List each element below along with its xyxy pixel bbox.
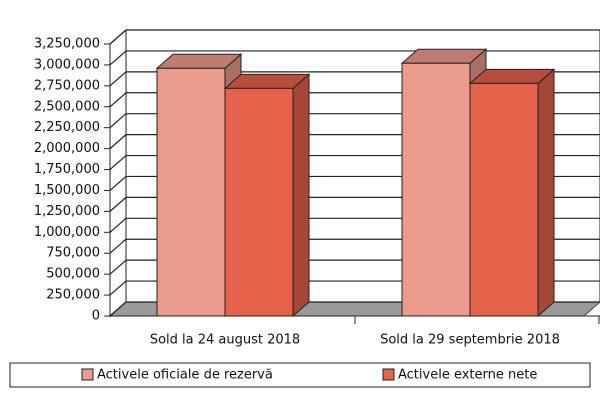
grid-line [109, 155, 127, 170]
y-tick-label: 3,250,000 [34, 37, 100, 52]
y-tick-label: 2,250,000 [34, 120, 100, 135]
y-tick-label: 1,000,000 [34, 225, 100, 240]
grid-line [109, 217, 127, 233]
y-tick-label: 2,500,000 [34, 99, 100, 114]
legend-label: Activele oficiale de rezervă [97, 368, 273, 383]
legend-swatch [382, 368, 395, 381]
legend-label: Activele externe nete [398, 368, 537, 383]
bar-side [537, 68, 555, 318]
bar [469, 82, 539, 317]
grid-line [109, 301, 127, 317]
y-tick-label: 250,000 [46, 288, 100, 303]
grid-line [109, 280, 127, 296]
left-wall [109, 28, 127, 318]
y-tick-label: 500,000 [46, 267, 100, 282]
grid-line [109, 176, 127, 191]
grid-line [109, 259, 127, 275]
bar-side [292, 73, 310, 318]
bar [401, 62, 471, 317]
y-tick-label: 1,500,000 [34, 183, 100, 198]
grid-line [109, 238, 127, 254]
y-tick-label: 3,000,000 [34, 57, 100, 72]
grid-line [109, 92, 127, 108]
x-tick-label: Sold la 24 august 2018 [150, 333, 300, 348]
grid-line [109, 29, 127, 45]
y-tick-label: 1,250,000 [34, 204, 100, 219]
legend-frame [9, 362, 591, 388]
grid-line [109, 50, 127, 66]
y-tick-label: 0 [92, 309, 100, 324]
grid-line [109, 71, 127, 87]
grid-line [109, 196, 127, 212]
y-tick-label: 2,750,000 [34, 78, 100, 93]
y-tick-label: 1,750,000 [34, 162, 100, 177]
grid-line [109, 134, 127, 150]
x-tick-label: Sold la 29 septembrie 2018 [380, 333, 560, 348]
bar [224, 87, 294, 317]
y-tick-label: 750,000 [46, 246, 100, 261]
bar [156, 67, 226, 317]
y-tick-label: 2,000,000 [34, 141, 100, 156]
grid-line [109, 113, 127, 129]
legend-swatch [81, 368, 94, 381]
